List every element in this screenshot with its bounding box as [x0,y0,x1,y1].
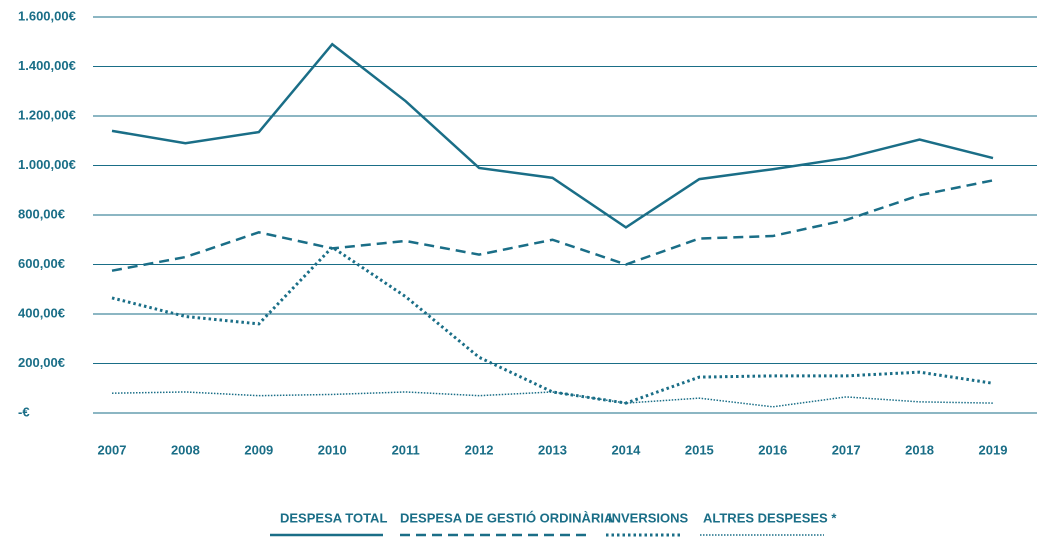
x-tick-label: 2016 [758,442,787,457]
y-tick-label: 400,00€ [18,305,65,320]
x-tick-label: 2010 [318,442,347,457]
legend-label: ALTRES DESPESES * [703,510,837,525]
y-tick-label: 1.400,00€ [18,58,76,73]
y-tick-label: -€ [18,404,30,419]
legend-label: INVERSIONS [608,510,689,525]
x-tick-label: 2007 [98,442,127,457]
x-tick-label: 2011 [392,442,420,457]
series-line [111,179,994,272]
legend-label: DESPESA TOTAL [280,510,387,525]
x-tick-label: 2013 [538,442,567,457]
y-tick-label: 1.000,00€ [18,157,76,172]
y-tick-label: 1.600,00€ [18,8,76,23]
x-tick-label: 2009 [244,442,273,457]
y-tick-label: 800,00€ [18,206,65,221]
x-tick-label: 2012 [465,442,494,457]
x-tick-label: 2019 [979,442,1008,457]
y-tick-label: 600,00€ [18,256,65,271]
series-line [111,42,994,229]
legend-label: DESPESA DE GESTIÓ ORDINÀRIA [400,510,614,525]
x-tick-label: 2018 [905,442,934,457]
series-line [111,245,994,405]
x-tick-label: 2017 [832,442,861,457]
y-tick-label: 1.200,00€ [18,107,76,122]
y-tick-label: 200,00€ [18,355,65,370]
x-tick-label: 2015 [685,442,714,457]
series-line [111,391,994,408]
x-tick-label: 2014 [611,442,641,457]
x-tick-label: 2008 [171,442,200,457]
